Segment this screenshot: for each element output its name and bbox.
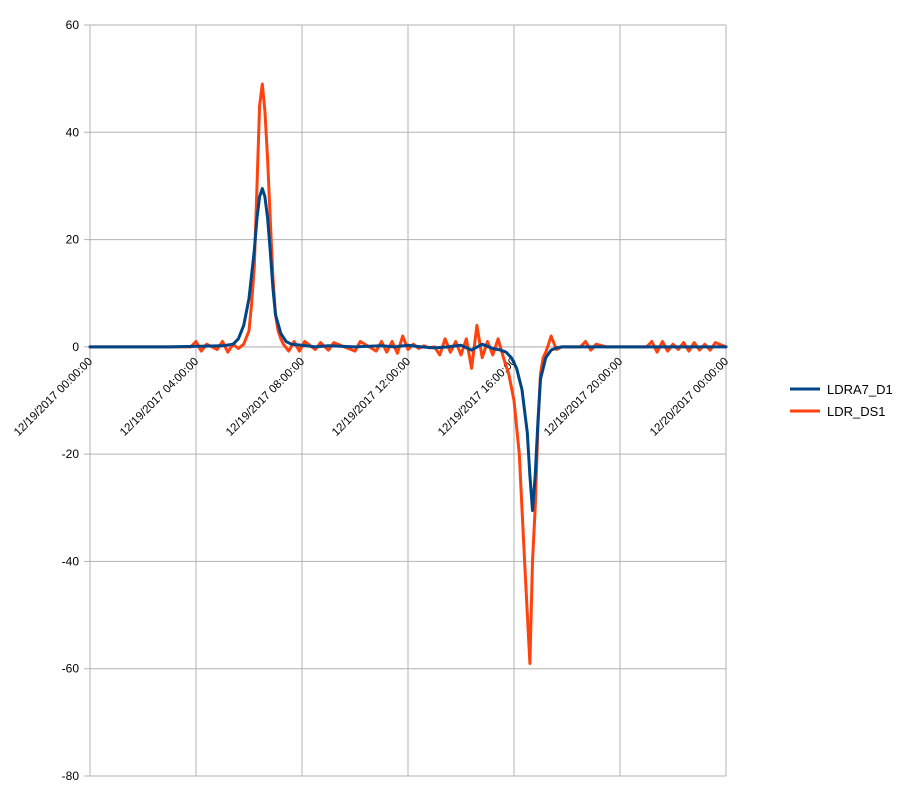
x-tick-label: 12/19/2017 00:00:00 bbox=[12, 356, 95, 439]
y-tick-label: -80 bbox=[62, 769, 80, 783]
legend: LDRA7_D1 LDR_DS1 bbox=[790, 382, 893, 419]
y-tick-label: -20 bbox=[62, 447, 80, 461]
y-tick-label: 60 bbox=[66, 18, 80, 32]
legend-label: LDR_DS1 bbox=[827, 404, 886, 419]
y-tick-label: -60 bbox=[62, 662, 80, 676]
y-tick-label: -40 bbox=[62, 554, 80, 568]
y-tick-labels: 60 40 20 0 -20 -40 -60 -80 bbox=[62, 18, 80, 783]
legend-label: LDRA7_D1 bbox=[827, 382, 893, 397]
y-tick-label: 20 bbox=[66, 233, 80, 247]
series-line-ldra7-d1 bbox=[88, 187, 728, 512]
y-tick-label: 0 bbox=[72, 340, 79, 354]
y-tick-label: 40 bbox=[66, 125, 80, 139]
series-lines bbox=[88, 82, 728, 665]
